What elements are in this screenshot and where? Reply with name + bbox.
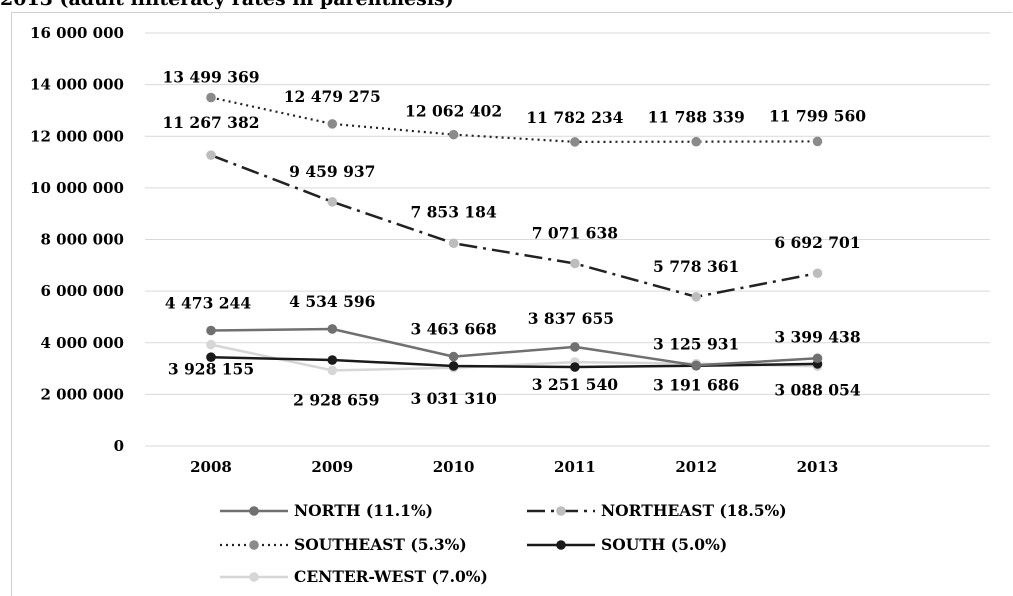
x-tick-label: 2013 (797, 458, 839, 476)
data-point (812, 353, 823, 364)
series-line (210, 154, 818, 299)
data-label: 11 782 234 (526, 108, 623, 127)
y-tick-label: 4 000 000 (40, 334, 124, 352)
y-tick-label: 14 000 000 (30, 76, 124, 94)
data-label: 6 692 701 (774, 233, 860, 252)
legend-item: SOUTH (5.0%) (527, 535, 727, 554)
y-tick-label: 12 000 000 (30, 127, 124, 145)
y-tick-label: 0 (114, 437, 124, 455)
legend-label: NORTHEAST (18.5%) (601, 501, 787, 520)
data-label: 7 853 184 (410, 202, 497, 221)
series-0 (206, 324, 823, 371)
data-label: 5 778 361 (653, 257, 739, 276)
y-axis-ticks: 0 2 000 000 4 000 000 6 000 000 8 000 000 10 … (30, 24, 124, 455)
data-label: 13 499 369 (162, 68, 259, 87)
data-label: 2 928 659 (293, 390, 379, 409)
data-label: 12 062 402 (405, 102, 502, 121)
data-point (570, 137, 580, 147)
data-point (691, 292, 701, 302)
data-point (448, 129, 459, 140)
legend-item: NORTH (11.1%) (220, 501, 433, 520)
legend-item: CENTER-WEST (7.0%) (220, 567, 488, 586)
data-point (206, 339, 216, 350)
series-layer (206, 92, 823, 376)
grid-layer (145, 32, 990, 447)
data-label: 12 479 275 (284, 87, 381, 106)
data-point (448, 238, 459, 249)
legend-marker (249, 540, 259, 550)
legend-label: CENTER-WEST (7.0%) (294, 567, 488, 586)
chart-title: 2013 (adult illiteracy rates in parenthe… (0, 0, 1013, 10)
data-label: 3 125 931 (653, 334, 739, 353)
data-point (206, 325, 216, 336)
data-point (570, 342, 580, 352)
series-line (210, 327, 818, 367)
data-label: 3 191 686 (653, 376, 739, 395)
legend-label: NORTH (11.1%) (294, 501, 433, 520)
data-point (448, 351, 459, 362)
data-label: 11 267 382 (162, 113, 259, 132)
data-label: 3 088 054 (774, 380, 861, 399)
data-label: 3 031 310 (410, 389, 497, 408)
series-2 (206, 92, 823, 147)
data-label: 4 473 244 (165, 294, 252, 313)
x-tick-label: 2008 (190, 458, 232, 476)
x-axis-ticks: 2008 2009 2010 2011 2012 2013 (190, 458, 838, 476)
data-point (812, 268, 823, 279)
data-point (327, 119, 338, 129)
legend-marker (556, 540, 566, 550)
legend: NORTH (11.1%) NORTHEAST (18.5%) SOUTHEAST … (220, 501, 787, 586)
data-label: 3 399 438 (774, 327, 860, 346)
x-tick-label: 2010 (433, 458, 475, 476)
y-tick-label: 6 000 000 (40, 282, 124, 300)
x-tick-label: 2009 (311, 458, 353, 476)
data-point (327, 324, 338, 334)
data-label: 3 928 155 (168, 360, 254, 379)
legend-item: NORTHEAST (18.5%) (527, 501, 787, 520)
y-tick-label: 8 000 000 (40, 231, 124, 249)
data-label: 3 463 668 (410, 320, 496, 339)
data-point (327, 365, 338, 376)
data-point (570, 362, 580, 372)
legend-marker (249, 572, 259, 582)
data-label: 7 071 638 (532, 223, 618, 242)
data-point (570, 258, 580, 269)
x-tick-label: 2012 (675, 458, 717, 476)
chart-frame (11, 12, 1012, 596)
legend-marker (249, 506, 259, 516)
series-1 (206, 150, 823, 302)
data-point (691, 360, 701, 371)
legend-label: SOUTHEAST (5.3%) (294, 535, 467, 554)
legend-marker (556, 506, 566, 516)
data-point (691, 136, 701, 147)
data-labels: 13 499 369 12 479 275 12 062 402 11 782 234… (162, 68, 866, 410)
data-point (448, 361, 459, 371)
data-point (206, 352, 216, 363)
data-label: 4 534 596 (289, 292, 375, 311)
legend-item: SOUTHEAST (5.3%) (220, 535, 467, 554)
y-tick-label: 10 000 000 (30, 179, 124, 197)
series-line (210, 355, 818, 369)
data-label: 11 799 560 (769, 106, 866, 125)
data-point (206, 150, 216, 160)
data-point (327, 197, 338, 207)
data-label: 11 788 339 (648, 108, 745, 127)
data-point (812, 136, 823, 147)
data-label: 3 251 540 (532, 375, 619, 394)
x-tick-label: 2011 (554, 458, 596, 476)
data-point (206, 92, 216, 103)
data-label: 3 837 655 (528, 309, 614, 328)
data-label: 9 459 937 (289, 162, 375, 181)
legend-label: SOUTH (5.0%) (601, 535, 727, 554)
y-tick-label: 2 000 000 (40, 385, 124, 403)
y-tick-label: 16 000 000 (30, 24, 124, 42)
series-line (210, 96, 818, 143)
data-point (327, 355, 338, 365)
